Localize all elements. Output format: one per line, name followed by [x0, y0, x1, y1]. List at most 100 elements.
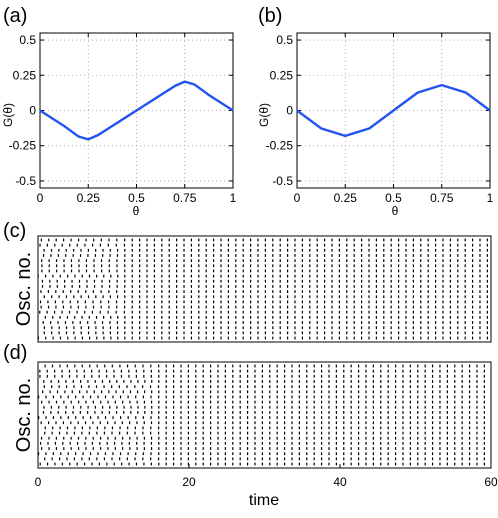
spike-c [102, 331, 104, 335]
spike-c [427, 264, 429, 268]
spike-c [368, 248, 370, 252]
spike-c [309, 305, 311, 309]
spike-d [158, 447, 160, 450]
spike-d [94, 411, 96, 414]
spike-c [198, 310, 200, 314]
spike-c [449, 279, 451, 283]
spike-c [309, 326, 311, 330]
spike-c [471, 285, 474, 288]
spike-d [80, 405, 82, 409]
spike-c [205, 243, 207, 247]
spike-d [313, 380, 315, 383]
spike-d [60, 452, 62, 456]
spike-d [291, 462, 293, 466]
spike-d [187, 416, 189, 419]
spike-d [104, 395, 107, 399]
spike-c [383, 274, 385, 278]
spike-d [172, 390, 175, 394]
spike-d [328, 436, 330, 440]
spike-c [486, 321, 488, 324]
spike-c [368, 321, 370, 324]
spike-d [108, 390, 110, 394]
spike-d [134, 457, 136, 461]
spike-d [431, 405, 434, 409]
spike-c [53, 310, 56, 314]
spike-d [291, 390, 293, 394]
spike-d [98, 374, 100, 378]
spike-d [372, 385, 374, 389]
spike-d [217, 447, 219, 450]
spike-c [153, 259, 156, 263]
spike-c [471, 248, 474, 252]
spike-c [213, 238, 215, 242]
spike-c [294, 274, 296, 278]
spike-d [246, 400, 249, 404]
spike-c [449, 285, 451, 288]
spike-d [454, 436, 456, 440]
spike-d [283, 390, 286, 394]
spike-c [153, 305, 156, 309]
spike-c [131, 238, 133, 242]
spike-c [434, 310, 437, 314]
spike-d [91, 441, 93, 445]
spike-c [100, 238, 102, 242]
spike-d [283, 421, 286, 425]
spike-d [187, 374, 189, 378]
spike-c [479, 243, 481, 247]
spike-c [153, 264, 156, 268]
spike-c [287, 315, 289, 319]
spike-d [70, 421, 72, 425]
spike-c [301, 243, 304, 247]
spike-d [431, 400, 434, 404]
spike-c [301, 285, 304, 288]
spike-d [58, 457, 61, 461]
spike-c [309, 248, 311, 252]
spike-c [287, 300, 289, 304]
spike-d [283, 426, 286, 430]
spike-d [335, 426, 337, 430]
spike-c [309, 315, 311, 319]
spike-d [158, 441, 160, 445]
spike-c [250, 290, 252, 293]
spike-d [130, 405, 132, 409]
spike-d [291, 421, 293, 425]
spike-d [394, 390, 397, 394]
spike-c [87, 254, 89, 257]
spike-c [471, 274, 474, 278]
spike-c [213, 243, 215, 247]
spike-d [298, 395, 300, 399]
spike-d [73, 457, 76, 461]
spike-d [417, 385, 419, 389]
spike-c [93, 285, 96, 288]
spike-d [202, 416, 204, 419]
spike-d [320, 411, 323, 414]
spike-d [298, 390, 300, 394]
spike-c [183, 238, 185, 242]
spike-d [283, 385, 286, 389]
spike-c [360, 326, 363, 330]
spike-c [80, 248, 82, 252]
spike-c [287, 259, 289, 263]
spike-c [442, 238, 444, 242]
spike-d [365, 405, 367, 409]
spike-d [402, 447, 404, 450]
spike-c [264, 248, 267, 252]
spike-c [205, 259, 207, 263]
spike-c [434, 331, 437, 335]
spike-c [331, 310, 333, 314]
spike-d [246, 457, 249, 461]
spike-d [195, 374, 197, 378]
spike-d [424, 390, 426, 394]
spike-d [172, 462, 175, 466]
spike-c [213, 264, 215, 268]
spike-c [301, 290, 304, 293]
spike-d [254, 385, 256, 389]
spike-c [287, 326, 289, 330]
spike-c [115, 300, 118, 304]
spike-d [111, 385, 113, 389]
spike-c [257, 254, 259, 257]
spike-d [116, 405, 118, 409]
spike-c [77, 305, 79, 309]
spike-c [279, 300, 281, 304]
spike-d [372, 416, 374, 419]
